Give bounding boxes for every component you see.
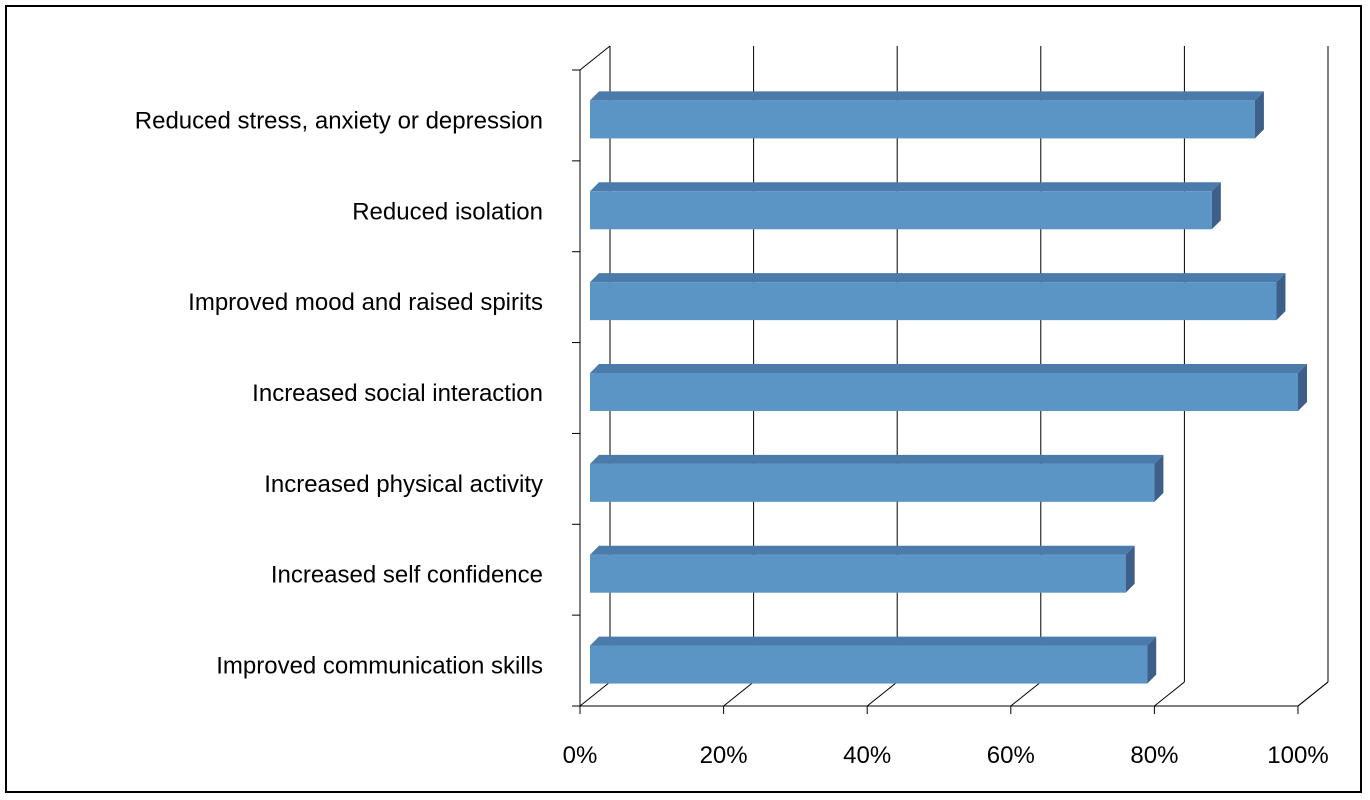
bar-front <box>590 100 1255 139</box>
bar-top <box>590 182 1221 192</box>
floor-gridline <box>723 681 754 707</box>
bar-side <box>1211 182 1221 230</box>
wall-top-edge <box>579 45 611 71</box>
bar-top <box>590 454 1164 464</box>
floor-gridline <box>866 681 898 707</box>
category-label: Improved communication skills <box>216 653 543 680</box>
category-label: Reduced stress, anxiety or depression <box>135 107 543 134</box>
bar-front <box>590 554 1126 593</box>
bar-top <box>590 364 1307 373</box>
bar-front <box>590 373 1298 411</box>
floor-gridline <box>1010 681 1042 707</box>
x-tick-label: 100% <box>1267 742 1328 769</box>
bar-side <box>1276 273 1286 321</box>
x-tick-label: 60% <box>987 742 1035 769</box>
bar <box>590 273 1286 321</box>
bar <box>590 182 1221 230</box>
bar <box>590 454 1164 502</box>
x-tick-label: 20% <box>700 742 748 769</box>
floor-gridline <box>579 681 611 707</box>
bar <box>590 545 1135 593</box>
x-tick-label: 80% <box>1130 742 1178 769</box>
category-label: Reduced isolation <box>352 198 543 225</box>
bar-side <box>1147 636 1157 684</box>
category-label: Improved mood and raised spirits <box>188 289 543 316</box>
bar-front <box>590 645 1148 684</box>
bar-top <box>590 91 1264 101</box>
bar-front <box>590 282 1277 321</box>
bar <box>590 636 1157 684</box>
bar-front <box>590 191 1212 230</box>
category-label: Increased physical activity <box>264 471 543 498</box>
bar-side <box>1125 545 1135 593</box>
floor-right-edge <box>1297 681 1329 707</box>
bar-top <box>590 273 1286 283</box>
bar <box>590 91 1264 139</box>
x-tick-label: 0% <box>563 742 598 769</box>
floor-gridline <box>1154 681 1185 707</box>
category-label: Increased social interaction <box>252 380 543 407</box>
bar-side <box>1254 91 1264 139</box>
bars <box>590 91 1307 684</box>
bar-top <box>590 636 1157 646</box>
x-tick-label: 40% <box>843 742 891 769</box>
category-labels: Reduced stress, anxiety or depression Red… <box>135 107 543 679</box>
bar-top <box>590 545 1135 555</box>
category-label: Increased self confidence <box>271 562 543 589</box>
bar-front <box>590 463 1155 502</box>
bar <box>590 364 1307 411</box>
bar-side <box>1298 364 1307 411</box>
bar-side <box>1154 454 1164 502</box>
x-tick-labels: 0% 20% 40% 60% 80% 100% <box>563 742 1329 769</box>
